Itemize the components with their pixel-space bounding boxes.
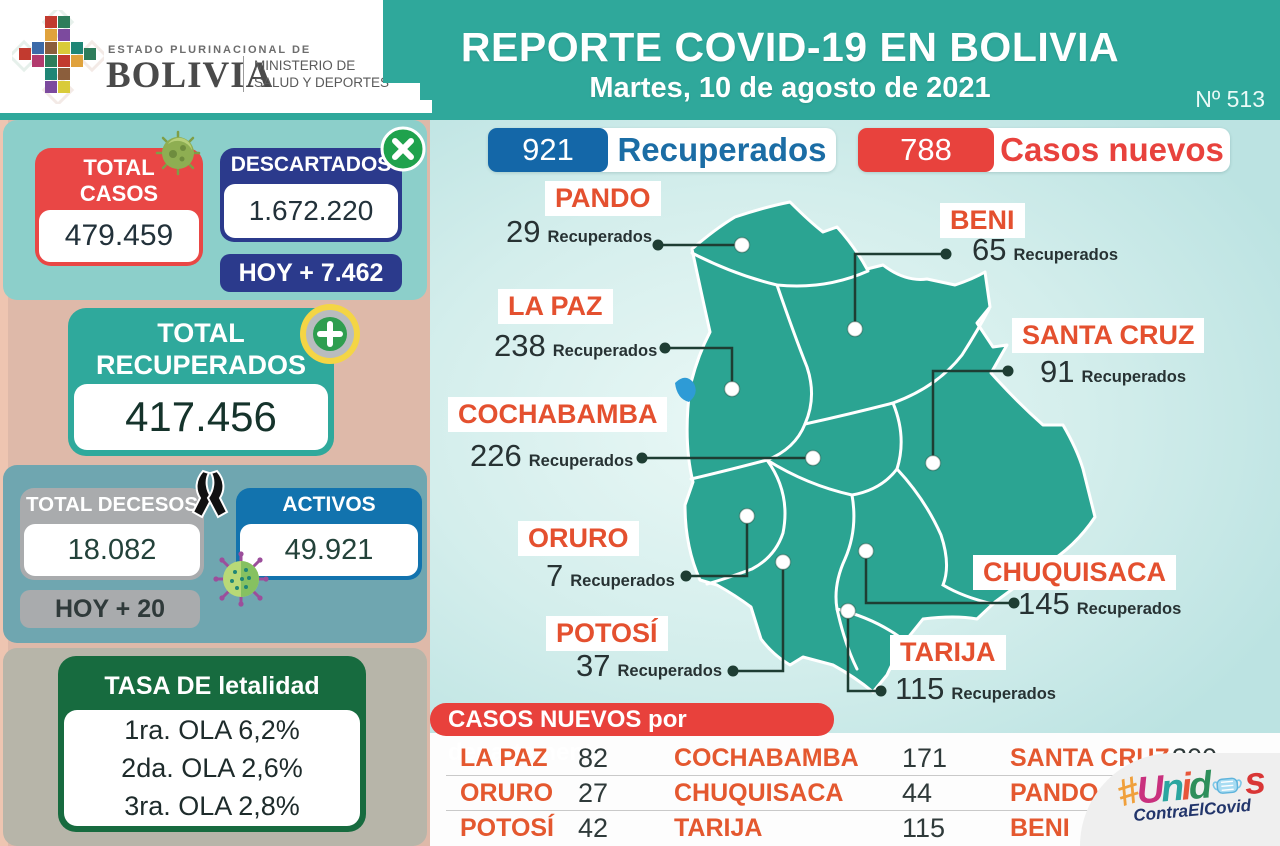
discarded-x-icon	[380, 126, 426, 172]
total-deaths-card: TOTAL DECESOS 18.082	[20, 488, 204, 580]
recovered-plus-icon	[300, 304, 360, 364]
estado-plurinacional-label: ESTADO PLURINACIONAL DE	[108, 44, 312, 56]
total-cases-label-1: TOTAL	[83, 155, 155, 180]
total-recovered-card: TOTAL RECUPERADOS 417.456	[68, 308, 334, 456]
header-bar: ESTADO PLURINACIONAL DE BOLIVIA MINISTER…	[0, 0, 1280, 120]
active-value: 49.921	[240, 524, 418, 576]
report-date: Martes, 10 de agosto de 2021	[589, 72, 991, 104]
lethality-card: TASA DE letalidad 1ra. OLA 6,2% 2da. OLA…	[58, 656, 366, 832]
lethality-wave-1: 1ra. OLA 6,2%	[124, 715, 300, 745]
dept-label-cochabamba: COCHABAMBA 226 Recuperados	[448, 397, 668, 473]
face-mask-icon	[1211, 777, 1242, 794]
ministerio-label: MINISTERIO DE SALUD Y DEPORTES	[254, 58, 390, 90]
total-recovered-value: 417.456	[74, 384, 328, 450]
map-leader-lines	[636, 236, 1020, 697]
dept-label-santa-cruz: SANTA CRUZ 91 Recuperados	[1012, 318, 1205, 389]
dept-label-pando: PANDO 29 Recuperados	[506, 181, 661, 249]
logo-divider	[243, 56, 244, 92]
lethality-title: TASA DE letalidad	[104, 672, 320, 700]
recovered-total-value: 921	[488, 128, 608, 172]
lethality-wave-3: 3ra. OLA 2,8%	[124, 791, 300, 821]
lake-titicaca	[675, 377, 696, 402]
deaths-today-pill: HOY + 20	[20, 590, 200, 628]
active-cases-card: ACTIVOS 49.921	[236, 488, 422, 580]
table-row: LA PAZ 82 COCHABAMBA 171 SANTA CRUZ 300	[446, 741, 1217, 776]
dept-label-chuquisaca: CHUQUISACA 145 Recuperados	[973, 555, 1181, 621]
new-cases-table: LA PAZ 82 COCHABAMBA 171 SANTA CRUZ 300 …	[446, 741, 1217, 846]
unidos-contra-el-covid-logo: # U n i d s ContraElCovid	[1112, 760, 1266, 828]
discarded-today-pill: HOY + 7.462	[220, 254, 402, 292]
table-row: POTOSÍ 42 TARIJA 115 BENI 5	[460, 813, 1187, 843]
discarded-value: 1.672.220	[224, 184, 398, 238]
total-recovered-label-2: RECUPERADOS	[95, 350, 307, 380]
new-cases-title-bar: CASOS NUEVOS por departamento	[430, 703, 834, 766]
dept-label-beni: BENI 65 Recuperados	[940, 203, 1118, 267]
report-title: REPORTE COVID-19 EN BOLIVIA	[460, 24, 1120, 70]
total-cases-value: 479.459	[39, 210, 199, 262]
table-row: ORURO 27 CHUQUISACA 44 PANDO 2	[446, 776, 1187, 811]
new-cases-total-badge: 788 Casos nuevos	[858, 128, 1230, 172]
total-deaths-label: TOTAL DECESOS	[26, 493, 198, 516]
department-borders	[689, 251, 995, 671]
virus-active-icon	[213, 551, 269, 607]
virus-icon	[155, 130, 201, 176]
government-logo-box: ESTADO PLURINACIONAL DE BOLIVIA MINISTER…	[0, 0, 432, 113]
recovered-total-badge: 921 Recuperados	[488, 128, 836, 172]
total-deaths-value: 18.082	[24, 524, 200, 576]
new-cases-panel: CASOS NUEVOS por departamento LA PAZ 82 …	[430, 703, 1280, 846]
lethality-wave-2: 2da. OLA 2,6%	[121, 753, 303, 783]
discarded-card: DESCARTADOS 1.672.220	[220, 148, 402, 242]
bolivia-wordmark: BOLIVIA	[106, 55, 274, 96]
dept-label-la-paz: LA PAZ 238 Recuperados	[494, 289, 658, 363]
total-recovered-label-1: TOTAL	[157, 318, 245, 348]
total-cases-label-2: CASOS	[79, 181, 159, 206]
mourning-ribbon-icon	[191, 469, 229, 519]
new-cases-total-value: 788	[858, 128, 994, 172]
report-number: Nº 513	[1195, 86, 1265, 112]
dept-label-tarija: TARIJA 115 Recuperados	[890, 635, 1056, 706]
recovered-total-label: Recuperados	[617, 131, 827, 168]
new-cases-total-label: Casos nuevos	[1000, 131, 1224, 168]
discarded-label: DESCARTADOS	[230, 153, 392, 176]
active-label: ACTIVOS	[282, 493, 376, 516]
dept-label-potosi: POTOSÍ 37 Recuperados	[546, 616, 722, 683]
dept-label-oruro: ORURO 7 Recuperados	[518, 521, 675, 593]
stats-sidebar: TOTAL CASOS 479.459 DESCARTADOS 1.672.22…	[0, 120, 430, 846]
bolivia-mosaic-logo-icon	[12, 10, 104, 104]
